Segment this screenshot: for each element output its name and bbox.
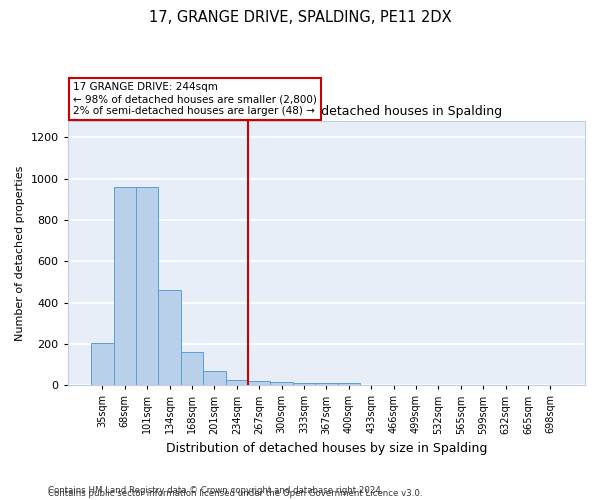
Text: Contains public sector information licensed under the Open Government Licence v3: Contains public sector information licen… [48,488,422,498]
Title: Size of property relative to detached houses in Spalding: Size of property relative to detached ho… [150,106,502,118]
Y-axis label: Number of detached properties: Number of detached properties [15,166,25,341]
Bar [338,383,360,386]
Text: Contains HM Land Registry data © Crown copyright and database right 2024.: Contains HM Land Registry data © Crown c… [48,486,383,495]
X-axis label: Distribution of detached houses by size in Spalding: Distribution of detached houses by size … [166,442,487,455]
Bar [158,290,181,386]
Bar [113,188,136,386]
Bar [271,382,293,386]
Text: 17, GRANGE DRIVE, SPALDING, PE11 2DX: 17, GRANGE DRIVE, SPALDING, PE11 2DX [149,10,451,25]
Bar [181,352,203,386]
Bar [226,380,248,386]
Text: 17 GRANGE DRIVE: 244sqm
← 98% of detached houses are smaller (2,800)
2% of semi-: 17 GRANGE DRIVE: 244sqm ← 98% of detache… [73,82,317,116]
Bar [315,383,338,386]
Bar [293,382,315,386]
Bar [136,188,158,386]
Bar [91,344,113,386]
Bar [203,371,226,386]
Bar [248,380,271,386]
